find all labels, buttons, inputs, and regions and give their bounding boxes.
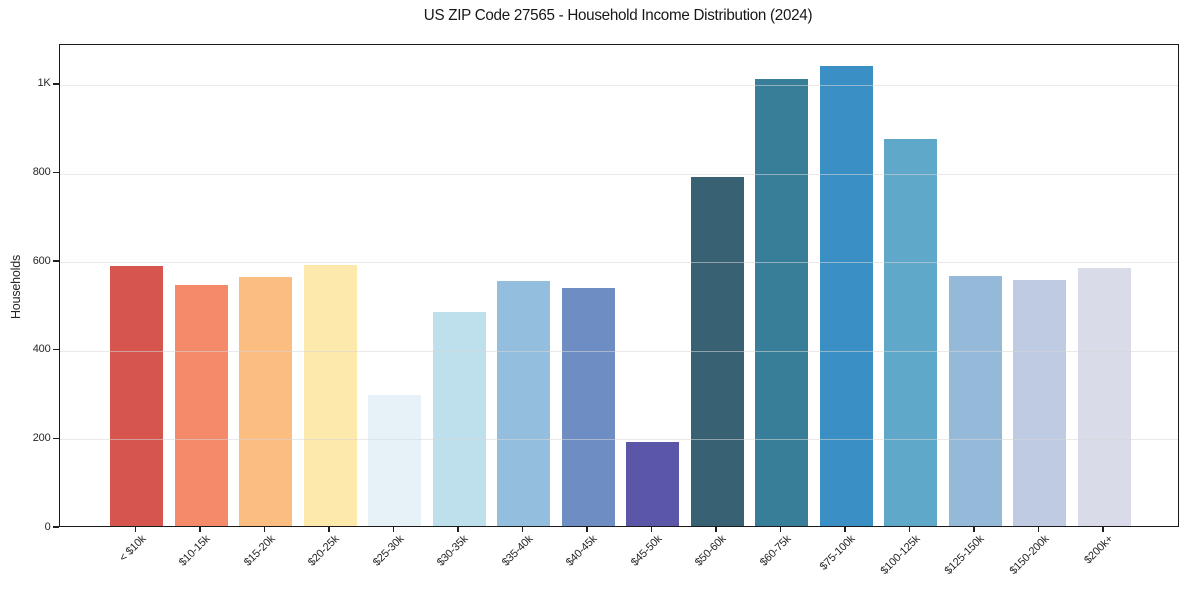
y-tick-label: 1K bbox=[37, 77, 51, 90]
x-tick-mark bbox=[1102, 527, 1104, 532]
bar bbox=[432, 312, 486, 526]
y-tick-label: 800 bbox=[32, 166, 51, 178]
x-tick-mark bbox=[844, 527, 846, 532]
x-tick-mark bbox=[908, 527, 911, 532]
bar bbox=[755, 78, 808, 526]
x-tick-mark bbox=[457, 527, 459, 532]
x-tick-mark bbox=[973, 527, 975, 532]
x-tick-mark bbox=[521, 527, 524, 532]
bar bbox=[239, 276, 292, 526]
y-tick-label: 200 bbox=[32, 431, 51, 444]
bar bbox=[303, 264, 357, 526]
y-gridline bbox=[59, 173, 1178, 175]
y-tick-label: 400 bbox=[32, 343, 51, 356]
plot-area bbox=[58, 44, 1179, 527]
y-tick-mark bbox=[53, 349, 59, 351]
x-tick-mark bbox=[263, 527, 266, 532]
x-tick-mark bbox=[134, 527, 137, 532]
bar bbox=[110, 266, 163, 526]
bar bbox=[497, 280, 550, 526]
y-tick-label: 0 bbox=[44, 520, 51, 533]
x-tick-mark bbox=[328, 527, 330, 532]
y-tick-mark bbox=[53, 526, 59, 528]
x-tick-mark bbox=[715, 527, 717, 532]
chart-title: US ZIP Code 27565 - Household Income Dis… bbox=[423, 7, 813, 24]
bar bbox=[1013, 279, 1066, 526]
x-tick-mark bbox=[586, 527, 588, 532]
bar bbox=[174, 285, 228, 526]
x-tick-mark bbox=[199, 527, 201, 532]
y-tick-mark bbox=[53, 83, 59, 85]
x-tick-mark bbox=[392, 527, 395, 532]
bar bbox=[884, 139, 937, 526]
y-tick-mark bbox=[53, 260, 59, 262]
y-tick-label: 600 bbox=[32, 254, 51, 267]
bar bbox=[819, 66, 873, 526]
x-tick-label: < $10k bbox=[116, 533, 148, 565]
y-tick-mark bbox=[53, 171, 59, 174]
bar bbox=[690, 177, 744, 526]
y-tick-mark bbox=[53, 437, 59, 440]
y-gridline bbox=[59, 262, 1178, 264]
bar bbox=[561, 287, 615, 526]
bar bbox=[626, 441, 679, 526]
x-tick-mark bbox=[650, 527, 653, 532]
bar bbox=[1077, 267, 1131, 526]
x-tick-mark bbox=[779, 527, 782, 532]
bar bbox=[368, 394, 421, 526]
x-tick-mark bbox=[1037, 527, 1040, 532]
y-gridline bbox=[59, 84, 1178, 86]
bar bbox=[948, 275, 1002, 526]
